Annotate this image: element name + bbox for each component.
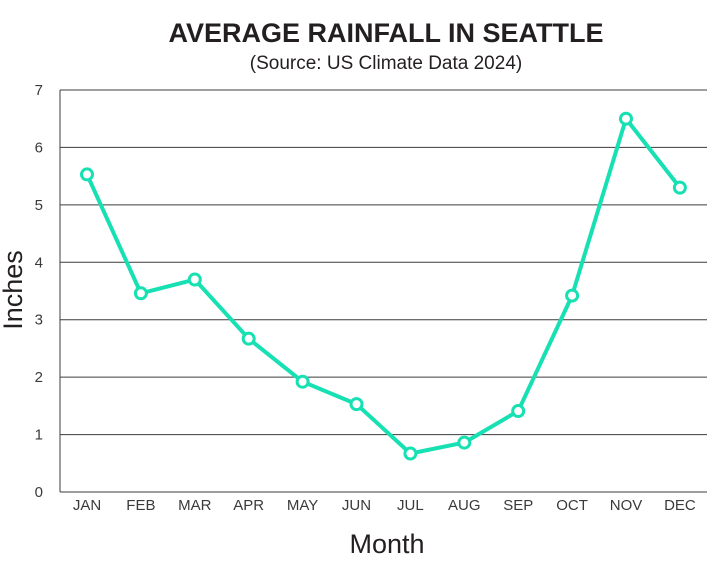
data-point-sep: [511, 404, 526, 419]
y-axis-title: Inches: [0, 250, 28, 330]
data-point-apr: [241, 331, 256, 346]
y-tick-label: 6: [35, 139, 43, 156]
x-axis-ticks: JAN FEB MAR APR MAY JUN JUL AUG SEP OCT NOV DEC: [73, 497, 696, 514]
x-tick-label: OCT: [556, 497, 588, 514]
x-tick-label: MAR: [178, 497, 212, 514]
y-tick-label: 2: [35, 369, 43, 386]
data-point-feb: [133, 286, 148, 301]
series-line: [85, 116, 682, 456]
y-tick-label: 4: [35, 254, 43, 271]
data-point-jan: [80, 167, 94, 182]
y-tick-label: 7: [35, 82, 43, 99]
data-point-oct: [565, 288, 580, 303]
x-tick-label: APR: [233, 497, 264, 514]
y-tick-label: 5: [35, 197, 43, 214]
data-point-jun: [349, 397, 364, 412]
x-tick-label: JUN: [342, 497, 371, 514]
x-tick-label: AUG: [448, 497, 481, 514]
y-tick-label: 3: [35, 312, 43, 329]
x-tick-label: DEC: [664, 497, 696, 514]
x-tick-label: JAN: [73, 497, 101, 514]
chart-title: AVERAGE RAINFALL IN SEATTLE: [168, 18, 603, 48]
x-tick-label: JUL: [397, 497, 424, 514]
series-rainfall: [80, 111, 687, 461]
x-tick-label: NOV: [610, 497, 643, 514]
data-point-may: [295, 374, 310, 389]
chart-subtitle: (Source: US Climate Data 2024): [250, 53, 522, 74]
x-tick-label: SEP: [503, 497, 533, 514]
y-tick-label: 0: [35, 484, 43, 501]
data-point-jul: [403, 446, 418, 461]
data-point-dec: [672, 180, 687, 195]
data-point-nov: [619, 111, 633, 126]
data-point-aug: [457, 435, 472, 450]
x-axis-title: Month: [349, 529, 424, 559]
y-axis-ticks: 0 1 2 3 4 5 6 7: [35, 82, 43, 501]
y-tick-label: 1: [35, 427, 43, 444]
gridlines: [60, 89, 707, 493]
x-tick-label: MAY: [287, 497, 318, 514]
data-point-mar: [187, 272, 202, 287]
x-tick-label: FEB: [126, 497, 155, 514]
